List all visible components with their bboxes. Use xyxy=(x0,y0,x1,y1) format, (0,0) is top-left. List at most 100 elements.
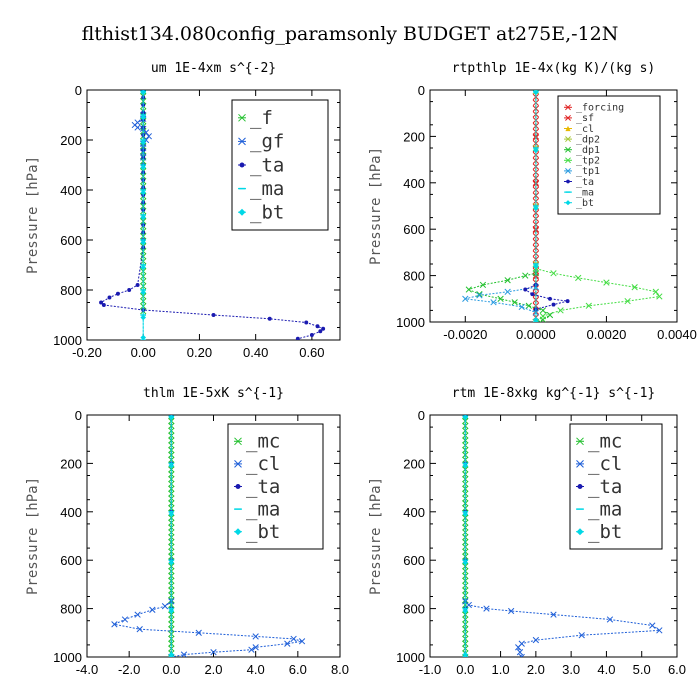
data-point xyxy=(504,288,511,295)
data-point xyxy=(127,288,132,292)
data-point xyxy=(318,329,323,334)
data-point xyxy=(548,296,552,301)
y-tick-label: 200 xyxy=(60,456,82,471)
legend-marker xyxy=(234,460,242,468)
x-tick-label: 0.40 xyxy=(243,345,268,360)
data-point xyxy=(140,314,147,321)
data-point xyxy=(168,437,175,444)
legend-label: _ma xyxy=(246,498,280,520)
data-point xyxy=(140,214,147,221)
y-tick-label: 600 xyxy=(60,233,82,248)
data-point xyxy=(532,122,540,130)
plot-panel-1: um 1E-4xm s^{-2} 0 200 400 600 800 1000-0.20 0.… xyxy=(25,61,341,360)
figure-title: flthist134.080config_paramsonly BUDGET a… xyxy=(82,23,619,45)
data-point xyxy=(518,653,525,657)
panel-title: thlm 1E-5xK s^{-1} xyxy=(143,386,284,401)
legend: _mc_cl_ta_ma_bt xyxy=(227,423,324,550)
data-point xyxy=(518,303,525,311)
data-point xyxy=(522,272,529,279)
data-point xyxy=(180,651,188,657)
legend-label: _f xyxy=(250,107,273,129)
data-point xyxy=(533,205,539,212)
series-group xyxy=(111,415,306,657)
x-tick-label: 0.0000 xyxy=(516,327,556,342)
legend: _f_gf_ta_ma_bt xyxy=(231,99,329,231)
data-point xyxy=(479,281,487,289)
y-tick-label: 600 xyxy=(403,222,425,237)
x-tick-label: 5.0 xyxy=(633,662,651,677)
x-tick-label: 0.0040 xyxy=(657,327,697,342)
plot-panel-2: rtpthlp 1E-4x(kg K)/(kg s) 0 200 400 600 800 1… xyxy=(368,61,697,342)
legend-marker xyxy=(565,136,571,143)
data-point xyxy=(656,293,663,300)
legend-label: _cl xyxy=(588,453,622,475)
data-point xyxy=(168,475,175,483)
legend-box xyxy=(227,423,324,550)
data-point xyxy=(532,636,540,644)
plot-panel-4: rtm 1E-8xkg kg^{-1} s^{-1} 0 200 400 600 800 1… xyxy=(368,386,686,677)
y-tick-label: 200 xyxy=(60,133,82,148)
data-point xyxy=(267,316,272,321)
data-point xyxy=(511,299,518,306)
data-point xyxy=(603,279,610,286)
data-point xyxy=(551,302,556,307)
data-point xyxy=(483,605,490,612)
x-tick-label: 0.00 xyxy=(131,345,156,360)
data-point xyxy=(462,475,469,483)
data-point xyxy=(168,640,175,647)
legend-marker xyxy=(565,200,571,206)
x-tick-label: 0.60 xyxy=(299,345,324,360)
x-tick-label: 0.0 xyxy=(456,662,474,677)
x-tick-label: 0.20 xyxy=(187,345,212,360)
data-point xyxy=(298,638,306,645)
x-tick-label: -2.0 xyxy=(118,662,140,677)
legend: _mc_cl_ta_ma_bt xyxy=(569,423,663,550)
data-point xyxy=(168,608,175,614)
x-tick-label: 6.0 xyxy=(668,662,686,677)
data-point xyxy=(134,611,141,618)
data-point xyxy=(533,90,539,96)
data-point xyxy=(624,297,631,305)
series-group xyxy=(462,90,663,322)
data-point xyxy=(532,140,540,147)
legend-marker xyxy=(565,114,571,121)
data-point xyxy=(168,538,175,546)
data-point xyxy=(140,289,147,296)
legend-label: _mc xyxy=(246,431,280,453)
data-point xyxy=(149,606,156,613)
legend-marker xyxy=(565,104,571,111)
legend-box xyxy=(231,99,329,231)
legend-label: _ta xyxy=(576,177,594,188)
legend-marker xyxy=(234,437,242,446)
data-point xyxy=(135,283,140,287)
series-line-tp2 xyxy=(535,268,661,322)
data-point xyxy=(515,644,522,651)
data-point xyxy=(309,333,314,337)
data-point xyxy=(490,299,497,306)
data-point xyxy=(145,133,152,140)
x-tick-label: 2.0 xyxy=(204,662,222,677)
data-point xyxy=(195,629,202,636)
legend-marker xyxy=(238,113,246,122)
data-point xyxy=(121,616,129,623)
legend-marker xyxy=(565,157,571,164)
y-tick-label: 400 xyxy=(60,505,82,520)
y-axis-label: Pressure [hPa] xyxy=(368,477,384,595)
data-point xyxy=(539,307,547,314)
data-point xyxy=(168,511,175,518)
data-point xyxy=(140,298,147,305)
y-tick-label: 400 xyxy=(403,505,425,520)
data-point xyxy=(606,616,614,623)
data-point xyxy=(140,139,147,146)
data-point xyxy=(140,189,147,196)
legend-label: _dp2 xyxy=(576,134,600,145)
data-point xyxy=(462,651,469,657)
legend-label: _dp1 xyxy=(576,145,600,156)
data-point xyxy=(99,300,104,305)
y-tick-label: 800 xyxy=(60,602,82,617)
data-point xyxy=(462,640,469,647)
legend-marker xyxy=(238,137,246,146)
x-tick-label: -1.0 xyxy=(419,662,441,677)
x-tick-label: 3.0 xyxy=(562,662,580,677)
